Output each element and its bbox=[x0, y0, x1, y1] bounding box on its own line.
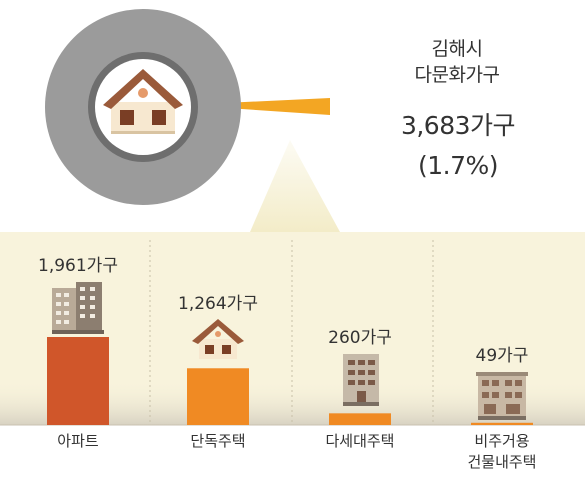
header-total: 3,683가구 bbox=[400, 111, 516, 140]
bar bbox=[329, 413, 391, 425]
spotlight-beam bbox=[250, 140, 340, 232]
bar bbox=[187, 368, 249, 425]
header-share: (1.7%) bbox=[417, 151, 499, 180]
category-label: 다세대주택 bbox=[325, 432, 394, 450]
category-label: 단독주택 bbox=[190, 432, 245, 450]
value-label: 49가구 bbox=[476, 346, 529, 366]
category-label: 건물내주택 bbox=[467, 453, 536, 471]
header-region: 김해시 bbox=[431, 38, 483, 60]
callout-pointer bbox=[182, 98, 330, 115]
bar bbox=[47, 337, 109, 425]
commercial-building-icon bbox=[476, 372, 528, 420]
house-icon bbox=[103, 69, 183, 134]
house-icon bbox=[192, 319, 244, 359]
category-label: 비주거용 bbox=[474, 432, 529, 450]
header-group: 다문화가구 bbox=[414, 64, 500, 86]
value-label: 260가구 bbox=[328, 328, 392, 348]
bar bbox=[471, 422, 533, 425]
villa-building-icon bbox=[343, 354, 379, 406]
value-label: 1,961가구 bbox=[38, 256, 118, 276]
value-label: 1,264가구 bbox=[178, 294, 258, 314]
apartment-building-icon bbox=[52, 282, 104, 334]
category-label: 아파트 bbox=[57, 432, 99, 450]
bars bbox=[47, 337, 533, 425]
